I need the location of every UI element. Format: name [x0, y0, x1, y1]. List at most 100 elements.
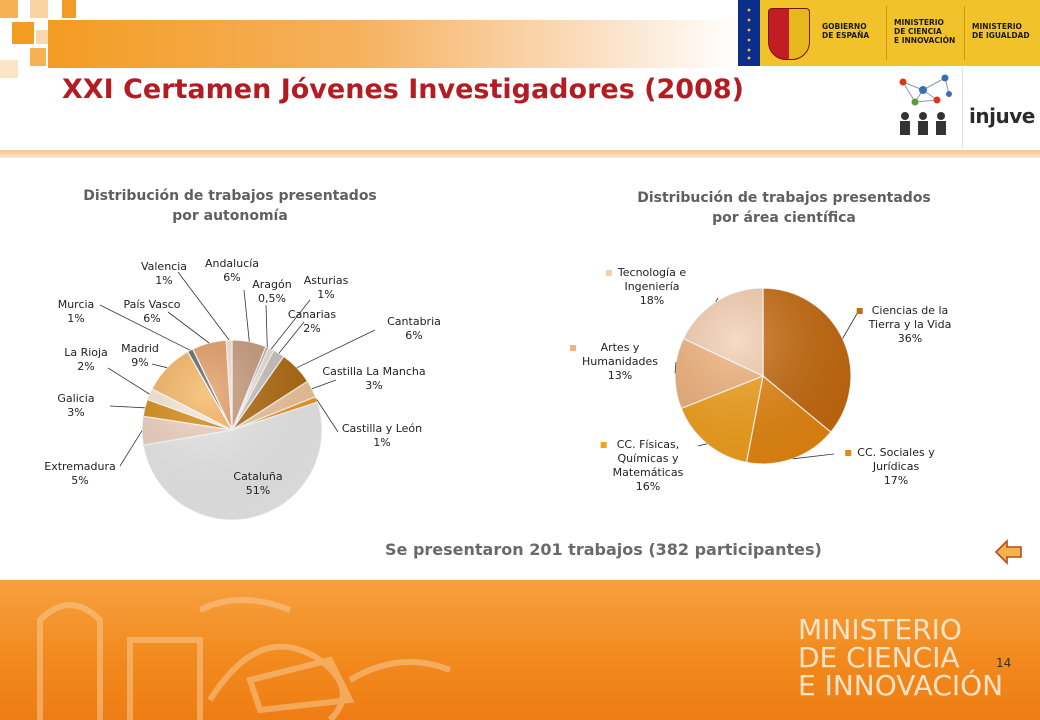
leader-line — [296, 329, 376, 369]
pie-label-text: Aragón — [252, 278, 292, 291]
pie-label-murcia: Murcia 1% — [58, 298, 95, 326]
coat-of-arms-watermark-icon — [37, 597, 452, 720]
pie-label-value: 1% — [317, 288, 335, 301]
pie-label-value: 13% — [607, 369, 633, 382]
pie-label-value: 9% — [131, 356, 149, 369]
legend-marker — [845, 450, 852, 456]
legend-marker — [856, 308, 863, 314]
decor-square — [0, 60, 18, 78]
pie-label-tecnologia-e-ingenieria: Tecnología e Ingeniería 18% — [605, 266, 686, 308]
leader-line — [177, 271, 230, 341]
pie-label-text: Humanidades — [582, 355, 658, 368]
chart-title-area: Distribución de trabajos presentados por… — [614, 188, 954, 228]
pie-chart-area — [674, 287, 859, 465]
header-divider — [0, 150, 1040, 158]
gov-line: GOBIERNO — [822, 22, 867, 31]
pie-label-value: 36% — [897, 332, 923, 345]
gov-logo-text: GOBIERNO DE ESPAÑA — [822, 22, 869, 40]
pie-label-ciencias-de-la-tierra-y-la-vida: Ciencias de la Tierra y la Vida 36% — [856, 304, 952, 346]
chart-title-line: Distribución de trabajos presentados — [637, 190, 931, 206]
eu-flag-icon — [738, 0, 760, 66]
pie-label-asturias: Asturias 1% — [304, 274, 349, 302]
spain-coat-of-arms-icon — [768, 8, 810, 60]
pie-label-text: Canarias — [287, 308, 337, 321]
pie-label-value: 18% — [639, 294, 665, 307]
pie-label-text: Andalucía — [204, 257, 260, 270]
pie-label-value: 51% — [245, 484, 271, 497]
back-arrow-icon[interactable] — [994, 538, 1024, 566]
pie-label-cataluna: Cataluña 51% — [233, 470, 282, 498]
pie-label-value: 5% — [71, 474, 89, 487]
gov-line: DE ESPAÑA — [822, 31, 870, 40]
leader-line — [265, 304, 268, 348]
pie-label-text: Cataluña — [233, 470, 283, 483]
pie-label-castilla-la-mancha: Castilla La Mancha 3% — [322, 365, 425, 393]
leader-line — [99, 304, 191, 351]
pie-label-value: 1% — [67, 312, 85, 325]
pie-label-value: 2% — [77, 360, 95, 373]
footer-band: MINISTERIO DE CIENCIA E INNOVACIÓN — [0, 580, 1040, 720]
decor-square — [12, 22, 34, 44]
pie-sheen — [675, 288, 851, 464]
pie-label-valencia: Valencia 1% — [141, 260, 187, 288]
pie-label-cc-fisicas-quimicas-y-matematicas: CC. Físicas, Químicas y Matemáticas 16% — [600, 438, 684, 494]
chart-title-autonomia: Distribución de trabajos presentados por… — [60, 186, 400, 226]
pie-label-value: 6% — [143, 312, 161, 325]
pie-label-text: Jurídicas — [872, 460, 920, 473]
pie-label-text: Ciencias de la — [871, 304, 949, 317]
pie-label-cc-sociales-y-juridicas: CC. Sociales y Jurídicas 17% — [845, 446, 935, 488]
pie-label-aragon: Aragón 0,5% — [252, 278, 291, 306]
pie-chart-autonomia — [99, 271, 376, 521]
pie-label-text: Galicia — [57, 392, 95, 405]
pie-label-text: País Vasco — [123, 298, 181, 311]
leader-line — [119, 430, 143, 467]
page-number: 14 — [996, 656, 1012, 670]
pie-label-madrid: Madrid 9% — [121, 342, 159, 370]
pie-label-value: 3% — [365, 379, 383, 392]
pie-label-value: 6% — [405, 329, 423, 342]
ministry-line: DE CIENCIA — [894, 27, 942, 36]
pie-label-text: Químicas y — [617, 452, 679, 465]
leader-line — [243, 289, 250, 342]
pie-label-value: 3% — [67, 406, 85, 419]
injuve-logo-box: injuve — [962, 68, 1040, 148]
decor-square — [0, 0, 18, 18]
footer-ministry-text: MINISTERIO DE CIENCIA E INNOVACIÓN — [798, 616, 1003, 700]
leader-line — [311, 379, 337, 390]
pie-label-extremadura: Extremadura 5% — [44, 460, 116, 488]
pie-label-pais-vasco: País Vasco 6% — [123, 298, 180, 326]
pie-label-text: Matemáticas — [612, 466, 684, 479]
legend-marker — [570, 345, 577, 351]
leader-line — [151, 363, 168, 369]
pie-label-text: Artes y — [600, 341, 640, 354]
footer-ministry-line: DE CIENCIA — [798, 641, 960, 674]
pie-label-castilla-y-leon: Castilla y León 1% — [342, 422, 422, 450]
pie-label-text: Castilla La Mancha — [322, 365, 426, 378]
footer-ministry-line: E INNOVACIÓN — [798, 669, 1004, 702]
decor-square — [62, 0, 76, 18]
pie-label-value: 2% — [303, 322, 321, 335]
pie-label-text: Valencia — [140, 260, 188, 273]
pie-label-text: Cantabria — [387, 315, 441, 328]
pie-label-text: Tierra y la Vida — [868, 318, 952, 331]
pie-label-value: 1% — [373, 436, 391, 449]
slide-title: XXI Certamen Jóvenes Investigadores (200… — [62, 74, 744, 105]
pie-label-value: 6% — [223, 271, 241, 284]
leader-line — [278, 321, 305, 354]
pie-label-value: 1% — [155, 274, 173, 287]
ministry-line: MINISTERIO — [972, 22, 1022, 31]
pie-label-value: 0,5% — [258, 292, 286, 305]
pie-sheen — [142, 340, 322, 520]
pie-label-text: CC. Físicas, — [616, 438, 680, 451]
ministry-line: MINISTERIO — [894, 18, 944, 27]
government-banner: GOBIERNO DE ESPAÑA MINISTERIO DE CIENCIA… — [738, 0, 1040, 66]
pie-label-text: CC. Sociales y — [857, 446, 935, 459]
pie-label-value: 17% — [883, 474, 909, 487]
summary-text: Se presentaron 201 trabajos (382 partici… — [385, 540, 822, 559]
ministry-igualdad-text: MINISTERIO DE IGUALDAD — [972, 22, 1030, 40]
leader-line — [792, 453, 835, 460]
leader-line — [270, 299, 311, 350]
pie-label-cantabria: Cantabria 6% — [387, 315, 441, 343]
pie-label-text: Castilla y León — [341, 422, 423, 435]
